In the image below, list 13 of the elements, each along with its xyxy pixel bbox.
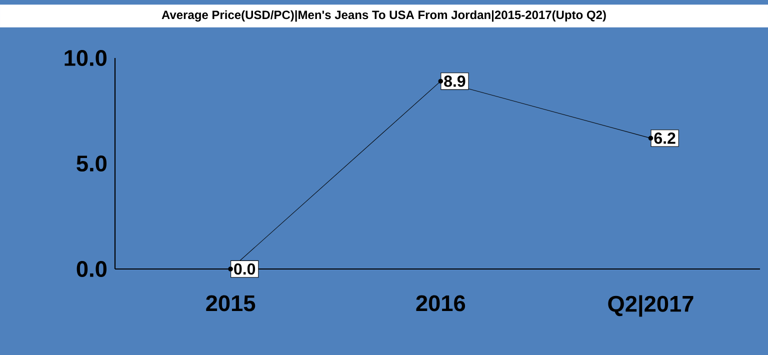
x-tick-label: Q2|2017: [608, 295, 694, 317]
data-label: 6.2: [654, 132, 676, 144]
x-tick-label: 2015: [206, 295, 256, 312]
chart-title: Average Price(USD/PC)|Men's Jeans To USA From Jordan|2015-2017(Upto Q2): [162, 10, 606, 22]
point: [438, 78, 444, 84]
data-label: 0.0: [234, 263, 256, 275]
y-tick-label: 0.0: [76, 260, 107, 278]
x-tick-label: 2016: [416, 295, 466, 312]
y-tick-label: 10.0: [64, 50, 107, 66]
y-tick-label: 5.0: [76, 155, 107, 172]
point: [648, 136, 654, 141]
data-label: 8.9: [444, 76, 466, 87]
point: [228, 266, 233, 272]
